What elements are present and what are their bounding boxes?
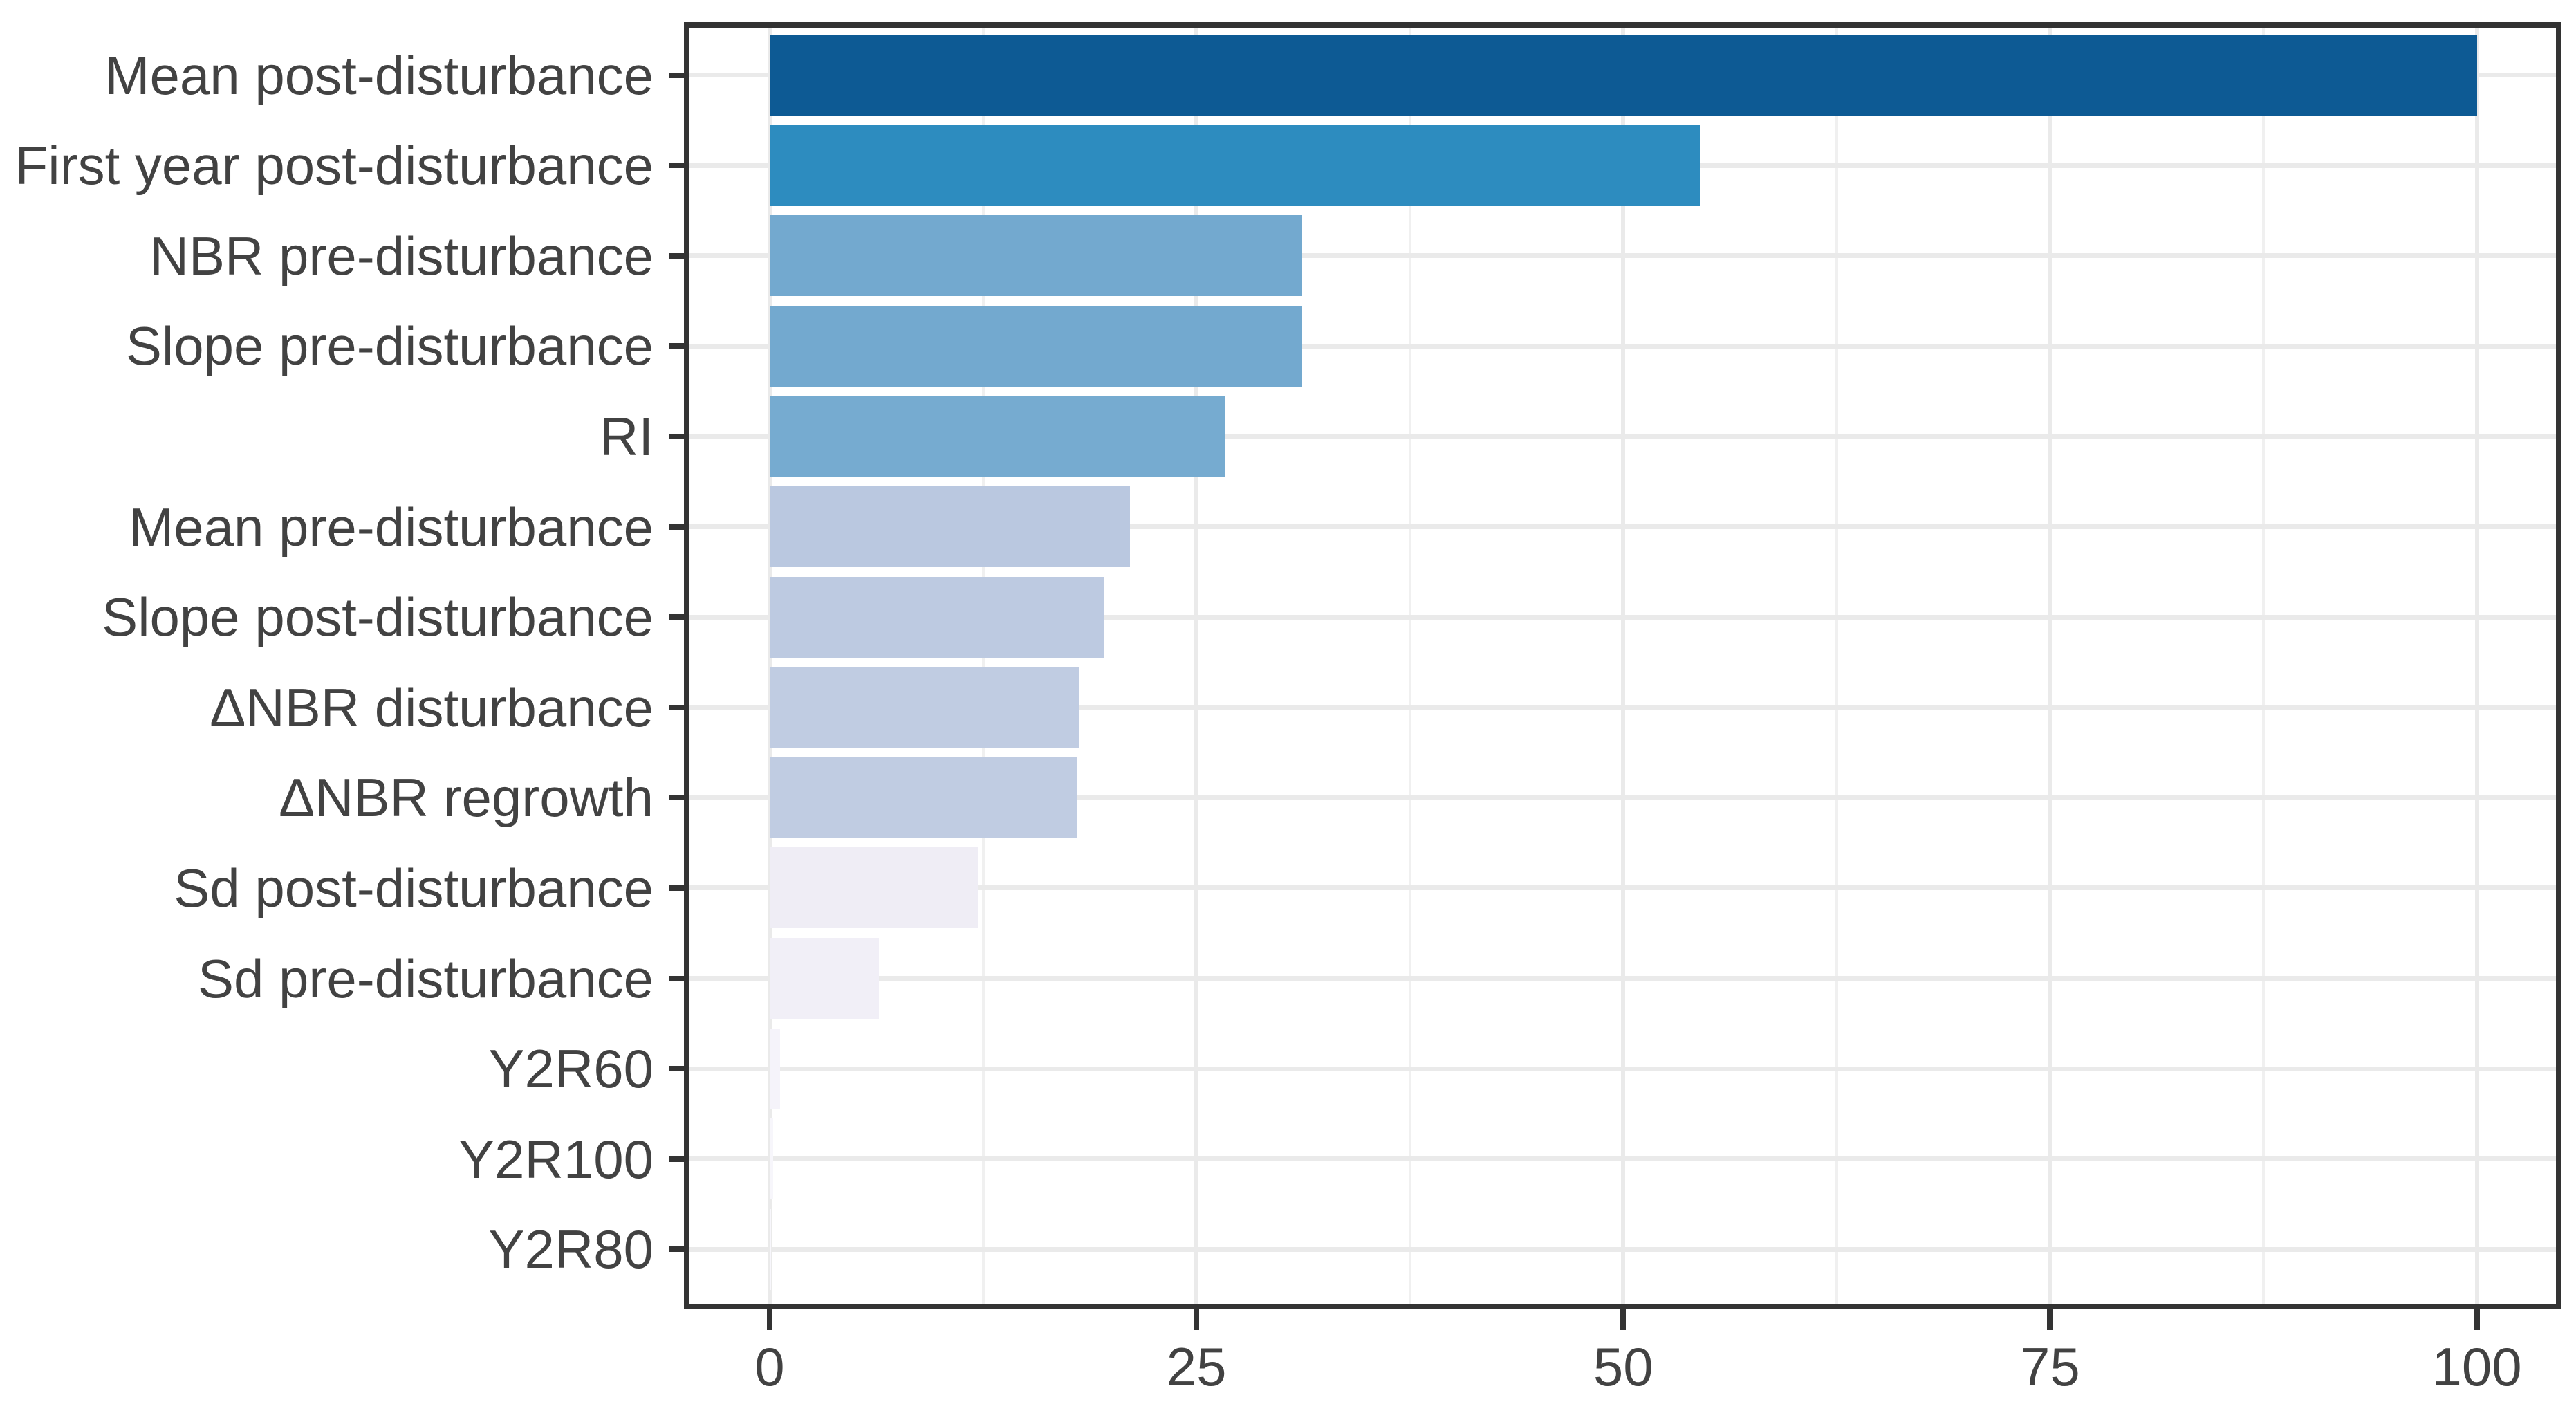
y-axis-label: ΔNBR disturbance bbox=[210, 676, 654, 738]
bar bbox=[770, 305, 1303, 387]
y-axis-label: Y2R60 bbox=[488, 1038, 654, 1100]
bar bbox=[770, 938, 879, 1019]
y-axis-tick bbox=[669, 1246, 684, 1253]
gridline-major-horizontal bbox=[689, 795, 2556, 800]
bar bbox=[770, 576, 1104, 658]
y-axis-tick bbox=[669, 795, 684, 801]
bar bbox=[770, 124, 1701, 206]
gridline-minor-vertical bbox=[1408, 28, 1411, 1304]
y-axis-tick bbox=[669, 343, 684, 349]
y-axis-tick bbox=[669, 1066, 684, 1072]
bar bbox=[770, 396, 1226, 477]
y-axis-label: Sd pre-disturbance bbox=[197, 948, 654, 1009]
gridline-major-horizontal bbox=[689, 1246, 2556, 1252]
x-axis-label: 25 bbox=[1166, 1336, 1227, 1397]
y-axis-label: Mean pre-disturbance bbox=[129, 496, 654, 557]
x-axis-tick bbox=[767, 1309, 772, 1330]
gridline-major-vertical bbox=[768, 28, 772, 1304]
bar bbox=[770, 1118, 773, 1200]
gridline-major-horizontal bbox=[689, 343, 2556, 349]
plot-panel bbox=[684, 22, 2561, 1309]
gridline-major-vertical bbox=[2048, 28, 2053, 1304]
gridline-major-horizontal bbox=[689, 434, 2556, 439]
x-axis-tick bbox=[2047, 1309, 2053, 1330]
y-axis-label: Mean post-disturbance bbox=[104, 44, 654, 106]
gridline-major-vertical bbox=[1194, 28, 1199, 1304]
x-axis-tick bbox=[2474, 1309, 2480, 1330]
gridline-major-horizontal bbox=[689, 524, 2556, 529]
y-axis-tick bbox=[669, 704, 684, 710]
y-axis-label: Y2R100 bbox=[458, 1128, 654, 1190]
bar bbox=[770, 847, 979, 929]
gridline-major-vertical bbox=[2474, 28, 2479, 1304]
x-axis-label: 50 bbox=[1593, 1336, 1653, 1397]
gridline-major-horizontal bbox=[689, 253, 2556, 259]
y-axis-tick bbox=[669, 975, 684, 981]
gridline-minor-vertical bbox=[2262, 28, 2265, 1304]
y-axis-label: First year post-disturbance bbox=[15, 135, 654, 196]
y-axis-label: RI bbox=[600, 405, 654, 467]
bar bbox=[770, 1208, 772, 1290]
x-axis-label: 0 bbox=[754, 1336, 785, 1397]
y-axis-tick bbox=[669, 252, 684, 259]
bar bbox=[770, 35, 2477, 116]
gridline-major-horizontal bbox=[689, 1066, 2556, 1071]
gridline-major-horizontal bbox=[689, 614, 2556, 620]
x-axis-tick bbox=[1194, 1309, 1200, 1330]
bar bbox=[770, 486, 1130, 567]
gridline-major-horizontal bbox=[689, 705, 2556, 710]
y-axis-tick bbox=[669, 524, 684, 530]
y-axis-label: Sd post-disturbance bbox=[174, 857, 654, 919]
gridline-major-horizontal bbox=[689, 976, 2556, 981]
bar bbox=[770, 215, 1303, 297]
y-axis-label: Y2R80 bbox=[488, 1219, 654, 1280]
y-axis-label: ΔNBR regrowth bbox=[279, 767, 654, 829]
y-axis-tick bbox=[669, 885, 684, 891]
y-axis-label: NBR pre-disturbance bbox=[149, 225, 654, 286]
y-axis-tick bbox=[669, 433, 684, 439]
y-axis-tick bbox=[669, 1156, 684, 1162]
y-axis-label: Slope post-disturbance bbox=[102, 587, 654, 648]
y-axis-label: Slope pre-disturbance bbox=[125, 315, 654, 377]
gridline-major-horizontal bbox=[689, 1156, 2556, 1162]
x-axis-label: 75 bbox=[2020, 1336, 2080, 1397]
gridline-minor-vertical bbox=[981, 28, 985, 1304]
gridline-major-horizontal bbox=[689, 885, 2556, 891]
bar bbox=[770, 667, 1079, 748]
gridline-major-vertical bbox=[1621, 28, 1626, 1304]
y-axis-tick bbox=[669, 72, 684, 78]
bar bbox=[770, 757, 1077, 838]
y-axis-tick bbox=[669, 163, 684, 169]
gridline-minor-vertical bbox=[1835, 28, 1838, 1304]
x-axis-tick bbox=[1620, 1309, 1627, 1330]
y-axis-tick bbox=[669, 614, 684, 620]
x-axis-label: 100 bbox=[2431, 1336, 2522, 1397]
bar bbox=[770, 1028, 780, 1109]
